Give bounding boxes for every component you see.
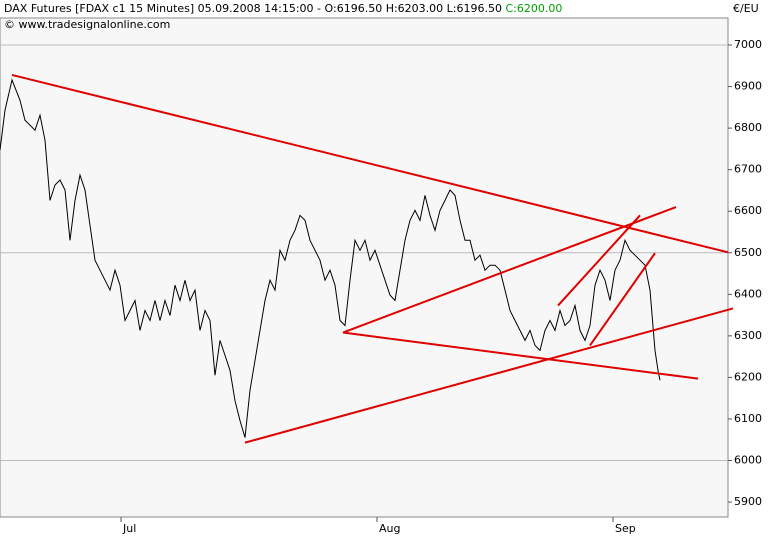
source: © www.tradesignalonline.com [4, 18, 170, 31]
y-tick-label: 6000 [734, 453, 762, 466]
trendline [342, 331, 699, 380]
y-tick-label: 6600 [734, 204, 762, 217]
header-open: O:6196.50 [325, 2, 383, 15]
header-label: DAX Futures [FDAX c1 15 Minutes] 05.09.2… [4, 2, 321, 15]
y-tick-label: 6800 [734, 121, 762, 134]
trendline [557, 214, 641, 307]
y-tick-label: 6100 [734, 412, 762, 425]
y-tick-label: 5900 [734, 495, 762, 508]
trendline [589, 252, 656, 346]
y-tick-label: 6400 [734, 287, 762, 300]
currency: €/EU [733, 2, 759, 15]
price-line [0, 78, 661, 438]
y-tick-label: 6200 [734, 370, 762, 383]
trendline [244, 307, 734, 444]
x-tick-label: Sep [615, 522, 636, 535]
y-tick-label: 6500 [734, 246, 762, 259]
y-tick-label: 7000 [734, 38, 762, 51]
header-high: H:6203.00 [386, 2, 443, 15]
y-tick-label: 6300 [734, 329, 762, 342]
x-tick-label: Jul [122, 522, 136, 535]
chart-header: DAX Futures [FDAX c1 15 Minutes] 05.09.2… [4, 2, 562, 15]
plot-area [0, 17, 729, 518]
trendline [11, 73, 729, 254]
x-tick-label: Aug [379, 522, 400, 535]
header-low: L:6196.50 [447, 2, 502, 15]
header-close: C:6200.00 [506, 2, 563, 15]
trendline [342, 206, 677, 334]
y-tick-label: 6700 [734, 163, 762, 176]
y-tick-label: 6900 [734, 80, 762, 93]
